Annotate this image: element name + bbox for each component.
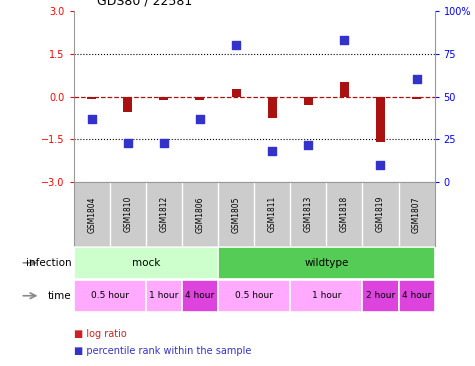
- Point: [196, 116, 204, 122]
- Bar: [399, 280, 435, 311]
- Text: GSM1811: GSM1811: [268, 196, 276, 232]
- Text: ■ log ratio: ■ log ratio: [74, 329, 126, 339]
- Text: GSM1810: GSM1810: [124, 196, 132, 232]
- Text: GSM1804: GSM1804: [87, 196, 96, 232]
- Bar: [362, 280, 399, 311]
- Point: [268, 149, 276, 154]
- Text: infection: infection: [26, 258, 71, 268]
- Text: GSM1819: GSM1819: [376, 196, 385, 232]
- Point: [413, 76, 420, 82]
- Bar: [218, 280, 290, 311]
- Text: GSM1805: GSM1805: [232, 196, 240, 232]
- Text: GSM1806: GSM1806: [196, 196, 204, 232]
- Text: GSM1818: GSM1818: [340, 196, 349, 232]
- Bar: [74, 280, 146, 311]
- Bar: [87, 97, 96, 99]
- Bar: [182, 280, 218, 311]
- Text: 0.5 hour: 0.5 hour: [91, 291, 129, 300]
- Text: 4 hour: 4 hour: [185, 291, 215, 300]
- Text: 4 hour: 4 hour: [402, 291, 431, 300]
- Point: [124, 140, 132, 146]
- Bar: [412, 97, 421, 99]
- Text: ■ percentile rank within the sample: ■ percentile rank within the sample: [74, 346, 251, 356]
- Bar: [218, 247, 435, 279]
- Text: GSM1813: GSM1813: [304, 196, 313, 232]
- Bar: [74, 247, 218, 279]
- Bar: [304, 97, 313, 105]
- Text: GDS80 / 22581: GDS80 / 22581: [97, 0, 193, 7]
- Text: GSM1807: GSM1807: [412, 196, 421, 232]
- Bar: [160, 97, 169, 100]
- Text: 1 hour: 1 hour: [149, 291, 179, 300]
- Point: [160, 140, 168, 146]
- Bar: [340, 82, 349, 97]
- Text: time: time: [48, 291, 71, 301]
- Bar: [196, 97, 204, 100]
- Text: 2 hour: 2 hour: [366, 291, 395, 300]
- Bar: [268, 97, 276, 118]
- Point: [304, 142, 312, 147]
- Point: [232, 42, 240, 48]
- Point: [377, 162, 384, 168]
- Bar: [124, 97, 132, 112]
- Bar: [146, 280, 182, 311]
- Text: mock: mock: [132, 258, 160, 268]
- Bar: [290, 280, 362, 311]
- Text: GSM1812: GSM1812: [160, 196, 168, 232]
- Text: wildtype: wildtype: [304, 258, 349, 268]
- Text: 0.5 hour: 0.5 hour: [235, 291, 273, 300]
- Bar: [232, 90, 240, 97]
- Text: 1 hour: 1 hour: [312, 291, 341, 300]
- Point: [341, 37, 348, 43]
- Bar: [376, 97, 385, 142]
- Point: [88, 116, 95, 122]
